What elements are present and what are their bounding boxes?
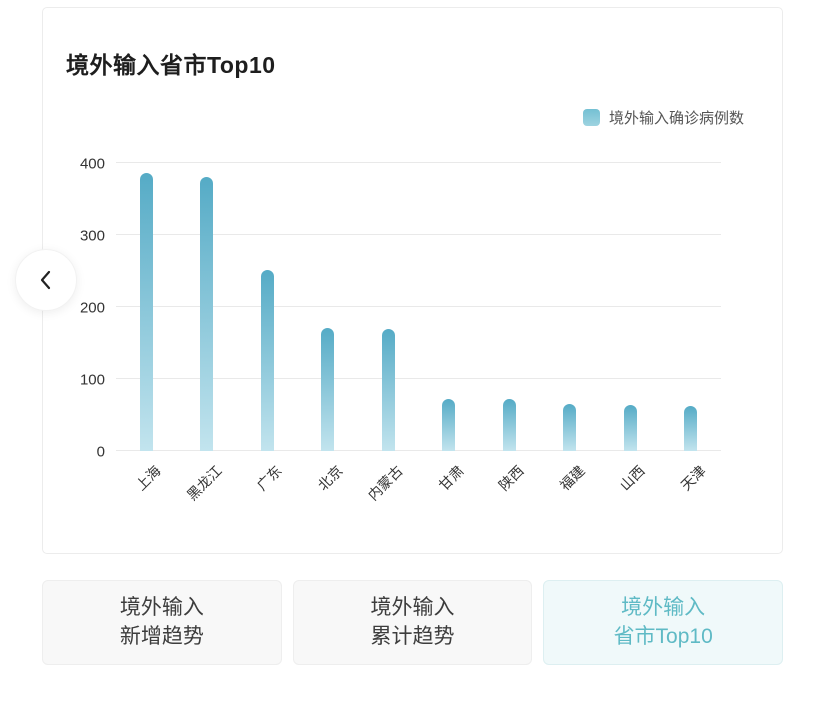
x-axis-label: 北京 <box>314 462 346 494</box>
tab-label-line1: 境外输入 <box>119 596 204 620</box>
chevron-left-icon <box>35 269 57 291</box>
x-axis-label: 山西 <box>616 462 648 494</box>
tab-cumulative-trend[interactable]: 境外输入 累计趋势 <box>292 580 533 665</box>
bar-陕西 <box>502 399 516 451</box>
gridline <box>116 378 721 379</box>
gridline <box>116 306 721 307</box>
gridline <box>116 234 721 235</box>
x-axis-label: 陕西 <box>495 462 527 494</box>
bar-黑龙江 <box>200 176 214 451</box>
tab-bar: 境外输入 新增趋势 境外输入 累计趋势 境外输入 省市Top10 <box>42 580 784 665</box>
x-axis-label: 广东 <box>253 462 285 494</box>
tab-province-top10[interactable]: 境外输入 省市Top10 <box>543 580 784 665</box>
plot-area: 0 100 200 300 400 上海 黑龙江 广东 北京 内蒙古 甘肃 陕西 福建 山西 天津 <box>80 155 721 503</box>
gridline <box>116 450 721 451</box>
gridline <box>116 162 721 163</box>
carousel-prev-button[interactable] <box>15 249 77 311</box>
bar-山西 <box>623 404 637 451</box>
y-axis-tick-label: 100 <box>79 371 105 388</box>
tab-label-line2: 累计趋势 <box>370 624 455 648</box>
y-axis-tick-label: 200 <box>79 299 105 316</box>
x-axis-label: 甘肃 <box>435 462 467 494</box>
legend-label: 境外输入确诊病例数 <box>608 110 744 127</box>
tab-label-line1: 境外输入 <box>370 596 455 620</box>
tab-label-line2: 省市Top10 <box>613 624 713 648</box>
x-axis-label: 黑龙江 <box>183 462 225 504</box>
y-axis-tick-label: 0 <box>96 443 105 460</box>
x-axis-label: 福建 <box>556 462 588 494</box>
bar-广东 <box>260 269 274 451</box>
bar-上海 <box>139 173 153 451</box>
x-axis-label: 天津 <box>677 462 709 494</box>
y-axis-tick-label: 400 <box>79 155 105 172</box>
tab-label-line2: 新增趋势 <box>119 624 204 648</box>
bar-福建 <box>563 404 577 451</box>
bar-甘肃 <box>442 399 456 451</box>
x-axis-label: 内蒙古 <box>364 462 406 504</box>
tab-label-line1: 境外输入 <box>621 596 706 620</box>
chart-title: 境外输入省市Top10 <box>66 52 276 78</box>
legend-item[interactable]: 境外输入确诊病例数 <box>582 107 744 128</box>
bar-北京 <box>321 327 335 451</box>
legend-swatch-icon <box>582 109 600 126</box>
chart-card: 境外输入省市Top10 境外输入确诊病例数 0 100 200 300 400 上海 黑龙江… <box>42 7 783 554</box>
x-axis-label: 上海 <box>132 462 164 494</box>
tab-new-trend[interactable]: 境外输入 新增趋势 <box>42 580 282 665</box>
bar-内蒙古 <box>381 329 395 451</box>
y-axis-tick-label: 300 <box>79 227 105 244</box>
bar-天津 <box>684 405 698 451</box>
